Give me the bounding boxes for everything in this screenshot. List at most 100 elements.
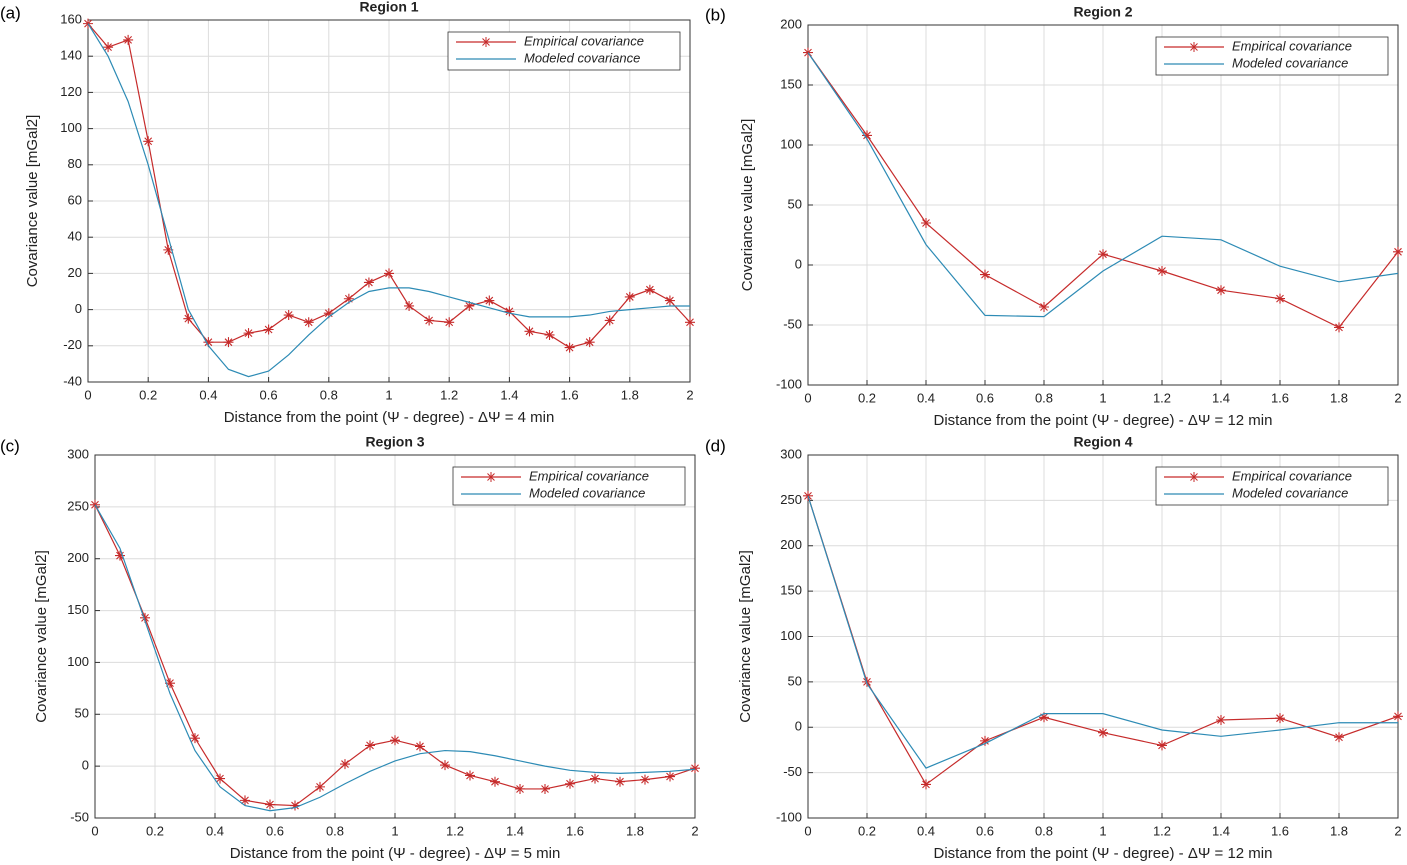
x-tick-label: 0.6 xyxy=(260,387,278,402)
x-tick-label: 2 xyxy=(686,387,693,402)
y-tick-label: 40 xyxy=(68,229,82,244)
data-marker xyxy=(263,324,274,335)
data-marker xyxy=(1039,302,1049,312)
chart-title: Region 4 xyxy=(1073,434,1132,450)
data-marker xyxy=(103,42,114,53)
x-tick-label: 1.6 xyxy=(1271,390,1289,405)
data-marker xyxy=(203,337,214,348)
x-tick-label: 2 xyxy=(691,823,698,838)
data-marker xyxy=(980,735,990,746)
data-marker xyxy=(114,550,125,561)
y-tick-label: 50 xyxy=(788,673,802,688)
series-line xyxy=(94,504,696,812)
legend-label: Modeled covariance xyxy=(529,485,645,500)
data-marker xyxy=(1393,246,1403,257)
y-tick-label: -40 xyxy=(63,373,82,388)
y-tick-label: 120 xyxy=(60,84,82,99)
x-tick-label: 1 xyxy=(391,823,398,838)
series-line xyxy=(807,495,1398,769)
y-axis-label: Covariance value [mGal2] xyxy=(739,119,756,292)
x-tick-label: 0.6 xyxy=(266,823,284,838)
data-marker xyxy=(240,795,250,806)
x-tick-label: 1 xyxy=(385,387,392,402)
y-tick-label: 100 xyxy=(60,120,82,135)
x-tick-label: 1.2 xyxy=(446,823,464,838)
x-tick-label: 0.8 xyxy=(326,823,344,838)
x-tick-label: 1.8 xyxy=(1330,823,1348,838)
y-tick-label: 50 xyxy=(75,706,89,721)
data-marker xyxy=(604,315,615,326)
data-marker xyxy=(303,317,314,328)
y-tick-label: 100 xyxy=(780,136,802,151)
data-marker xyxy=(921,779,931,790)
x-tick-label: 0.2 xyxy=(858,823,876,838)
y-tick-label: -50 xyxy=(783,316,802,331)
data-marker xyxy=(223,337,234,348)
data-marker xyxy=(365,740,376,751)
legend-label: Modeled covariance xyxy=(1232,55,1348,70)
y-tick-label: 150 xyxy=(780,583,802,598)
x-tick-label: 2 xyxy=(1394,823,1401,838)
data-marker xyxy=(283,310,294,321)
x-tick-label: 1.8 xyxy=(621,387,639,402)
data-marker xyxy=(862,130,872,141)
y-tick-label: 200 xyxy=(780,16,802,31)
data-marker xyxy=(980,269,990,280)
data-marker xyxy=(489,776,500,787)
data-marker xyxy=(315,781,325,792)
data-marker xyxy=(1157,266,1167,276)
x-tick-label: 0 xyxy=(91,823,98,838)
data-marker xyxy=(440,760,451,771)
data-marker xyxy=(143,136,154,147)
data-marker xyxy=(564,342,575,353)
y-tick-label: -50 xyxy=(70,809,89,824)
data-marker xyxy=(1334,732,1344,743)
data-marker xyxy=(189,733,200,744)
series-line xyxy=(87,23,690,378)
x-tick-label: 1.8 xyxy=(1330,390,1348,405)
legend-label: Modeled covariance xyxy=(524,50,640,65)
x-tick-label: 2 xyxy=(1394,390,1401,405)
legend-box xyxy=(452,466,686,506)
x-axis-label: Distance from the point (Ψ - degree) - Δ… xyxy=(934,845,1273,862)
y-axis-label: Covariance value [mGal2] xyxy=(33,550,50,723)
x-tick-label: 1.2 xyxy=(440,387,458,402)
data-marker xyxy=(343,293,354,304)
chart-title: Region 2 xyxy=(1073,4,1132,20)
data-marker xyxy=(1098,727,1108,738)
x-tick-label: 0.4 xyxy=(199,387,217,402)
series-line xyxy=(807,52,1399,318)
panel-label: (d) xyxy=(705,436,726,455)
legend-box xyxy=(447,31,681,71)
y-tick-label: 140 xyxy=(60,48,82,63)
data-marker xyxy=(690,763,700,774)
x-tick-label: 1.4 xyxy=(1212,390,1230,405)
y-tick-label: 200 xyxy=(67,550,89,565)
x-tick-label: 1.4 xyxy=(500,387,518,402)
data-marker xyxy=(1334,322,1344,333)
x-tick-label: 1.6 xyxy=(1271,823,1289,838)
y-tick-label: 100 xyxy=(67,654,89,669)
data-marker xyxy=(803,490,813,501)
data-marker xyxy=(404,300,415,311)
x-tick-label: 0.8 xyxy=(1035,390,1053,405)
legend-box xyxy=(1155,36,1389,76)
data-marker xyxy=(564,778,575,789)
y-tick-label: 0 xyxy=(75,301,82,316)
data-marker xyxy=(921,218,931,228)
x-tick-label: 0 xyxy=(84,387,91,402)
data-marker xyxy=(639,774,650,785)
y-tick-label: 200 xyxy=(780,537,802,552)
y-tick-label: -100 xyxy=(776,376,802,391)
data-marker xyxy=(243,328,254,339)
plot-frame xyxy=(87,19,691,383)
data-marker xyxy=(664,295,675,306)
legend-label: Modeled covariance xyxy=(1232,485,1348,500)
y-tick-label: -20 xyxy=(63,337,82,352)
x-tick-label: 1.4 xyxy=(1212,823,1230,838)
data-marker xyxy=(339,759,350,770)
x-tick-label: 0.2 xyxy=(146,823,164,838)
data-marker xyxy=(384,268,394,279)
data-marker xyxy=(215,773,226,784)
x-tick-label: 0.6 xyxy=(976,823,994,838)
